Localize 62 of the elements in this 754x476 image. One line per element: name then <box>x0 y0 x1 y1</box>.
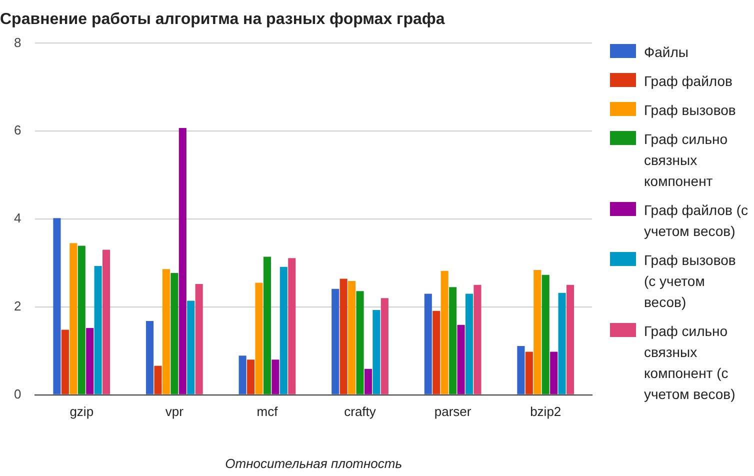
bar <box>534 270 542 394</box>
bar <box>154 366 162 394</box>
legend-label: Граф сильно связных компонент (с учетом весов) <box>644 322 736 404</box>
bar <box>525 352 533 394</box>
bar <box>474 284 482 394</box>
y-tick-label: 0 <box>14 386 22 402</box>
bar <box>558 292 566 394</box>
bar <box>187 300 195 394</box>
bar <box>424 294 432 394</box>
bar <box>465 294 474 394</box>
bar <box>280 266 288 394</box>
y-tick-label: 6 <box>14 122 22 138</box>
bar <box>70 243 78 394</box>
bar <box>432 310 440 394</box>
bar <box>449 287 457 394</box>
legend-label: Файлы <box>644 43 688 62</box>
bar <box>380 298 388 394</box>
chart-title: Сравнение работы алгоритма на разных формах графа <box>0 11 445 28</box>
bar <box>170 273 178 394</box>
legend-label: Граф файлов <box>644 72 732 91</box>
bar <box>162 269 170 394</box>
bar <box>255 282 263 394</box>
x-tick-label: crafty <box>344 404 376 420</box>
bar <box>86 328 94 394</box>
bar <box>542 274 550 394</box>
legend-label: Граф вызовов (с учетом весов) <box>644 251 737 312</box>
bar <box>440 270 448 394</box>
legend-label: Граф сильно связных компонент <box>644 130 729 191</box>
bar <box>517 346 525 394</box>
x-tick-label: mcf <box>256 404 278 420</box>
bar <box>272 360 280 394</box>
bar <box>288 258 296 394</box>
y-tick-label: 4 <box>14 210 22 226</box>
legend-label: Граф файлов (с учетом весов) <box>644 201 750 241</box>
y-tick-label: 8 <box>14 34 22 50</box>
bar <box>102 250 110 394</box>
bar <box>94 266 102 394</box>
x-tick-label: parser <box>434 404 472 420</box>
bar <box>247 360 255 394</box>
bar <box>238 356 246 394</box>
bar <box>146 320 154 394</box>
bar <box>61 330 69 394</box>
bar <box>332 288 340 394</box>
x-axis-title: Относительная плотность <box>225 456 402 471</box>
bar <box>566 284 574 394</box>
bar <box>53 218 61 394</box>
x-tick-label: vpr <box>165 404 184 420</box>
bar <box>195 284 203 394</box>
bar <box>340 278 348 394</box>
y-tick-label: 2 <box>14 298 22 314</box>
bar <box>364 368 372 394</box>
x-tick-label: gzip <box>70 404 94 420</box>
bar <box>348 280 356 394</box>
bar <box>78 246 86 394</box>
bar <box>457 324 465 394</box>
bar <box>550 352 558 394</box>
bar <box>372 310 380 394</box>
bar <box>178 128 186 394</box>
bar <box>356 291 364 394</box>
bar <box>263 256 271 394</box>
legend-label: Граф вызовов <box>644 101 736 120</box>
x-tick-label: bzip2 <box>530 404 562 420</box>
